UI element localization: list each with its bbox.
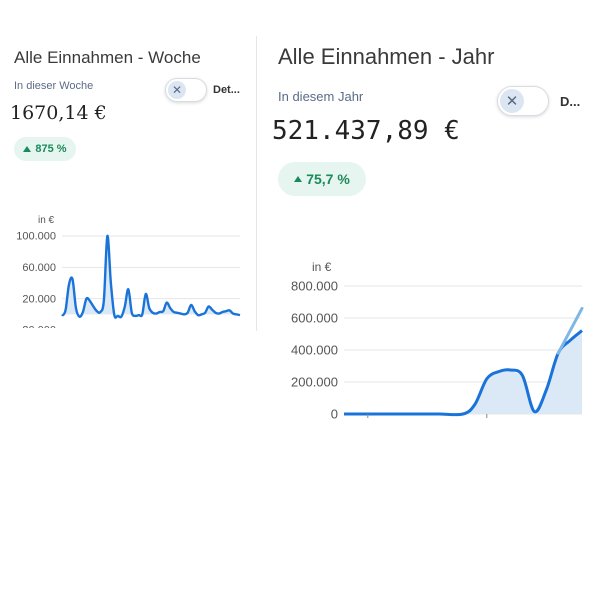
week-y-tick-label: 60.000 [22, 262, 56, 274]
year-y-tick-label: 0 [331, 406, 338, 420]
week-series-line [60, 234, 241, 319]
week-change-badge: 875 % [14, 137, 76, 161]
year-series-line [343, 329, 583, 417]
weekly-income-card: Alle Einnahmen - Woche In dieser Woche ✕… [0, 30, 256, 340]
year-income-chart: in €800.000600.000400.000200.00002015202… [291, 260, 584, 420]
year-amount: 521.437,89 € [272, 116, 460, 146]
year-projection-line [556, 306, 584, 355]
week-y-tick-label: -20.000 [19, 325, 56, 328]
year-period-label: In diesem Jahr [278, 89, 364, 104]
week-y-tick-label: 20.000 [22, 293, 56, 305]
week-change-value: 875 % [35, 143, 67, 155]
week-card-title: Alle Einnahmen - Woche [14, 48, 201, 67]
week-period-label: In dieser Woche [14, 80, 94, 92]
close-icon: ✕ [168, 81, 186, 99]
year-unit-label: in € [312, 260, 332, 274]
year-card-title: Alle Einnahmen - Jahr [278, 44, 495, 69]
card-divider [256, 36, 257, 331]
year-y-tick-label: 200.000 [291, 374, 338, 389]
year-toggle-label: D... [560, 94, 581, 109]
week-amount: 1670,14 € [10, 102, 107, 124]
week-unit-label: in € [38, 215, 55, 226]
arrow-up-icon [23, 146, 32, 152]
year-details-toggle[interactable]: ✕ [497, 86, 549, 116]
week-details-toggle[interactable]: ✕ [165, 78, 207, 102]
year-change-value: 75,7 % [306, 171, 350, 187]
week-y-tick-label: 100.000 [16, 231, 56, 243]
year-y-tick-label: 600.000 [291, 310, 338, 325]
year-y-tick-label: 400.000 [291, 342, 338, 357]
year-change-badge: 75,7 % [278, 162, 366, 196]
year-area-fill [344, 330, 582, 414]
week-toggle-label: Det... [213, 84, 240, 96]
yearly-income-card: Alle Einnahmen - Jahr In diesem Jahr ✕ D… [262, 30, 600, 420]
arrow-up-icon [294, 176, 303, 182]
year-y-tick-label: 800.000 [291, 278, 338, 293]
week-area-fill [62, 236, 240, 317]
close-icon: ✕ [500, 89, 524, 113]
